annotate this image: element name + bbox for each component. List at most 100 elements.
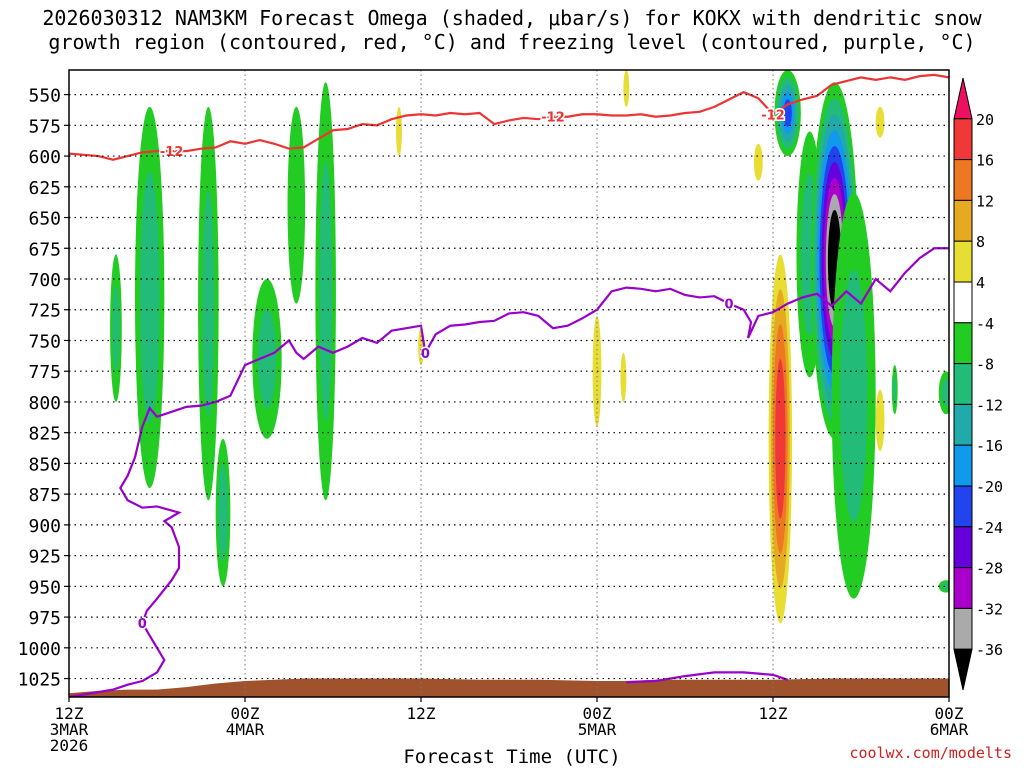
omega-feature-11 xyxy=(623,70,630,107)
colorbar-label: 20 xyxy=(976,111,994,129)
y-tick-label: 950 xyxy=(28,577,61,598)
x-tick-label: 12Z xyxy=(759,704,788,723)
title-line-1: 2026030312 NAM3KM Forecast Omega (shaded… xyxy=(42,6,982,30)
x-tick-label: 2026 xyxy=(50,736,89,755)
colorbar: 20 16 12 8 4 -4 -8 -12 -16 -20 -24 -28 -32 -36 xyxy=(953,77,1003,691)
colorbar-swatch xyxy=(953,403,973,446)
title-line-2: growth region (contoured, red, °C) and f… xyxy=(48,30,976,54)
omega-feature-3 xyxy=(215,438,231,587)
colorbar-label: -20 xyxy=(976,478,1003,496)
colorbar-swatch xyxy=(953,526,973,569)
colorbar-swatch xyxy=(953,485,973,528)
omega-feature-2 xyxy=(110,254,122,402)
omega-feature-4 xyxy=(252,279,282,439)
x-tick-label: 4MAR xyxy=(226,720,265,739)
y-tick-label: 900 xyxy=(28,516,61,537)
x-axis-label: Forecast Time (UTC) xyxy=(403,746,621,768)
y-tick-label: 700 xyxy=(28,270,61,291)
contour-label: 0 xyxy=(724,298,733,313)
omega-band xyxy=(875,106,885,138)
colorbar-label: -12 xyxy=(976,396,1003,414)
y-tick-label: 575 xyxy=(28,116,61,137)
y-tick-label: 850 xyxy=(28,454,61,475)
x-tick-label: 00Z xyxy=(231,704,260,723)
contour-line-1 xyxy=(69,247,949,697)
omega-feature-18 xyxy=(875,106,885,138)
y-tick-label: 975 xyxy=(28,608,61,629)
contour-line-0 xyxy=(69,73,949,161)
y-tick-label: 750 xyxy=(28,331,61,352)
contour-label: 0 xyxy=(421,347,430,362)
omega-feature-12 xyxy=(753,143,763,181)
omega-feature-17 xyxy=(831,192,876,599)
colorbar-cap-bottom xyxy=(953,648,973,691)
colorbar-label: -4 xyxy=(976,315,994,333)
omega-band xyxy=(319,161,333,422)
grid xyxy=(69,70,949,697)
x-tick-label: 3MAR xyxy=(50,720,89,739)
omega-feature-20 xyxy=(891,365,898,415)
colorbar-swatch xyxy=(953,444,973,487)
colorbar-label: -36 xyxy=(976,641,1003,659)
colorbar-swatch xyxy=(953,159,973,201)
omega-band xyxy=(753,143,763,181)
omega-feature-21 xyxy=(938,371,949,415)
y-tick-label: 875 xyxy=(28,485,61,506)
omega-feature-1 xyxy=(198,106,219,501)
omega-band xyxy=(623,70,630,107)
colorbar-swatch xyxy=(953,567,973,609)
omega-feature-0 xyxy=(135,106,165,489)
colorbar-swatch xyxy=(953,607,973,650)
x-tick-label: 6MAR xyxy=(930,720,969,739)
colorbar-label: 8 xyxy=(976,233,985,251)
y-tick-label: 650 xyxy=(28,209,61,230)
omega-band xyxy=(893,375,897,404)
omega-band xyxy=(202,190,215,417)
colorbar-label: 4 xyxy=(976,274,985,292)
colorbar-label: -24 xyxy=(976,519,1003,537)
omega-feature-7 xyxy=(396,106,402,157)
terrain-fill xyxy=(69,678,949,697)
omega-band xyxy=(839,269,868,523)
omega-feature-5 xyxy=(287,106,306,304)
y-axis: 550 575 600 625 650 675 700 725 750 775 800 825 850 8… xyxy=(18,86,69,691)
x-tick-label: 12Z xyxy=(55,704,84,723)
y-tick-label: 600 xyxy=(28,147,61,168)
omega-feature-22 xyxy=(938,580,949,593)
omega-band xyxy=(218,463,228,562)
colorbar-swatch xyxy=(953,363,973,405)
colorbar-label: 12 xyxy=(976,192,994,210)
omega-feature-6 xyxy=(315,82,336,501)
omega-shading xyxy=(110,70,949,624)
colorbar-swatch xyxy=(953,240,973,283)
contour-label: 0 xyxy=(138,617,147,632)
y-tick-label: 675 xyxy=(28,239,61,260)
omega-band xyxy=(257,309,277,409)
y-tick-label: 725 xyxy=(28,301,61,322)
terrain-area xyxy=(69,678,949,697)
colorbar-swatch xyxy=(953,281,973,324)
colorbar-label: -32 xyxy=(976,600,1003,618)
omega-feature-13 xyxy=(768,254,793,624)
y-tick-label: 925 xyxy=(28,547,61,568)
colorbar-cap-top xyxy=(953,77,973,120)
chart-title: 2026030312 NAM3KM Forecast Omega (shaded… xyxy=(0,6,1024,54)
y-tick-label: 1025 xyxy=(18,670,61,691)
x-tick-label: 00Z xyxy=(935,704,964,723)
plot-frame xyxy=(68,69,950,698)
x-tick-label: 5MAR xyxy=(578,720,617,739)
colorbar-swatch xyxy=(953,199,973,242)
y-tick-label: 800 xyxy=(28,393,61,414)
colorbar-label: -16 xyxy=(976,437,1003,455)
omega-feature-19 xyxy=(875,389,885,452)
omega-band xyxy=(287,106,306,304)
x-tick-label: 12Z xyxy=(407,704,436,723)
colorbar-label: -28 xyxy=(976,560,1003,578)
colorbar-label: -8 xyxy=(976,356,994,374)
omega-feature-10 xyxy=(620,352,627,402)
omega-band xyxy=(941,379,949,407)
omega-band xyxy=(620,352,627,402)
